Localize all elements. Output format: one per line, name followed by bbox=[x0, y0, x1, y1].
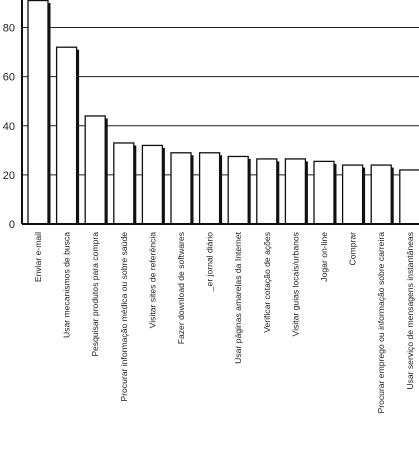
bar bbox=[170, 152, 192, 225]
bar bbox=[370, 164, 392, 225]
bar bbox=[313, 160, 335, 225]
category-label: Jogar on-line bbox=[319, 232, 329, 282]
bar-shadow bbox=[362, 167, 366, 224]
bar-shadow bbox=[133, 145, 137, 224]
category-label: Verificar cotação de ações bbox=[262, 232, 272, 333]
bar-shadow bbox=[105, 118, 108, 224]
y-tick-label: 0 bbox=[9, 219, 15, 231]
y-tick-label: 80 bbox=[3, 23, 15, 35]
category-label: Fazer download de softwares bbox=[176, 232, 186, 344]
bar bbox=[27, 0, 49, 225]
category-label: Enviar e-mail bbox=[33, 232, 43, 282]
bar bbox=[227, 155, 249, 225]
bar-shadow bbox=[76, 49, 80, 225]
gridlines bbox=[22, 27, 419, 176]
bar bbox=[256, 158, 278, 225]
y-tick-label: 20 bbox=[3, 170, 15, 182]
category-label: Usar páginas amarelas da Internet bbox=[233, 231, 243, 363]
bar-shadow bbox=[248, 158, 251, 224]
category-label: Pesquisar produtos para compra bbox=[90, 232, 100, 357]
category-label: Comprar bbox=[348, 232, 358, 266]
bar bbox=[284, 158, 307, 225]
bar bbox=[113, 142, 135, 225]
category-labels: Enviar e-mail Usar mecanismos de busca Pes… bbox=[33, 231, 415, 413]
bar bbox=[341, 164, 364, 225]
bar-shadow bbox=[219, 155, 223, 224]
bar bbox=[141, 144, 164, 225]
bar bbox=[399, 169, 419, 225]
bar-shadow bbox=[305, 161, 308, 224]
category-label: Usar serviço de mensagens instantâneas bbox=[405, 232, 415, 390]
category-label: Visitar sites de referência bbox=[147, 232, 157, 329]
bar-shadow bbox=[334, 163, 337, 224]
category-label: Procurar emprego ou informação sobre car… bbox=[376, 232, 386, 414]
category-label: _er jornal diário bbox=[205, 232, 215, 292]
bar bbox=[55, 46, 78, 225]
category-label: Visitar guias locais/urbanos bbox=[290, 232, 300, 336]
bar-shadow bbox=[48, 3, 51, 224]
y-tick-labels: 0 20 40 60 80 bbox=[3, 23, 15, 231]
bar bbox=[198, 152, 221, 225]
y-tick-label: 40 bbox=[3, 121, 15, 133]
bar-shadow bbox=[276, 161, 280, 224]
bars bbox=[27, 0, 419, 225]
axes bbox=[21, 0, 419, 225]
category-label: Usar mecanismos de busca bbox=[62, 232, 72, 338]
y-tick-label: 60 bbox=[3, 72, 15, 84]
category-label: Procurar informação médica ou sobre saúd… bbox=[119, 232, 129, 402]
bar-shadow bbox=[191, 155, 194, 224]
bar-shadow bbox=[162, 147, 165, 224]
bar bbox=[84, 115, 106, 225]
bar-shadow bbox=[391, 167, 394, 224]
